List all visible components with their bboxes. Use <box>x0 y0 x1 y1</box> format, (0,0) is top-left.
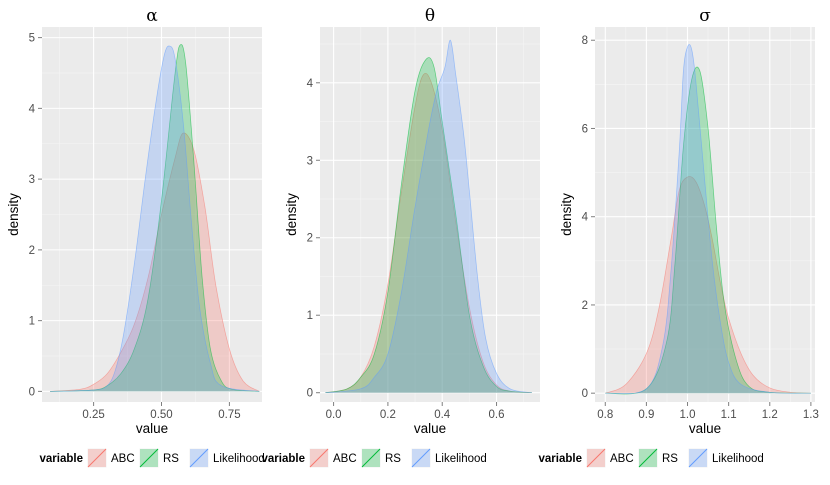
legend: variable ABC RS Likelihood <box>262 447 487 469</box>
legend: variable ABC RS Likelihood <box>539 447 764 469</box>
legend-label: RS <box>385 453 401 465</box>
legend: variable ABC RS Likelihood <box>40 447 265 469</box>
legend-key-likelihood <box>188 447 210 469</box>
legend-key-rs <box>138 447 160 469</box>
density-area-abc <box>605 176 811 394</box>
legend-label: Likelihood <box>213 453 265 465</box>
density-line-likelihood <box>50 45 260 392</box>
panel-2: 0.0 0.2 0.4 0.6 0 1 2 3 4 θ value density variable AB… <box>262 6 540 469</box>
x-tick-label: 1.2 <box>762 409 778 421</box>
density-line-abc <box>325 72 532 394</box>
x-tick-label: 0.75 <box>218 409 240 421</box>
y-tick-label: 3 <box>307 155 313 167</box>
y-tick-label: 4 <box>582 212 589 224</box>
panel-1: 0.25 0.50 0.75 0 1 2 3 4 5 α value density variable A… <box>6 6 265 469</box>
legend-key-abc <box>86 447 108 469</box>
legend-key-rs <box>360 447 382 469</box>
density-line-rs <box>50 44 260 392</box>
legend-key-abc <box>585 447 607 469</box>
x-axis-title: value <box>414 421 446 436</box>
x-tick-label: 0.9 <box>638 409 654 421</box>
y-tick-label: 5 <box>29 33 35 45</box>
density-line-rs <box>605 66 811 395</box>
y-tick-label: 2 <box>582 300 588 312</box>
x-tick-label: 0.25 <box>82 409 104 421</box>
x-axis-title: value <box>689 421 721 436</box>
density-line-likelihood <box>605 44 811 395</box>
y-tick-label: 0 <box>29 386 35 398</box>
y-tick-label: 6 <box>582 123 588 135</box>
density-line-abc <box>50 132 260 392</box>
legend-label: Likelihood <box>712 453 764 465</box>
density-line-rs <box>325 57 532 394</box>
panel-title: θ <box>425 6 435 26</box>
legend-label: RS <box>662 453 678 465</box>
density-area-rs <box>50 44 260 392</box>
legend-key-rs <box>637 447 659 469</box>
legend-label: RS <box>163 453 179 465</box>
density-area-likelihood <box>325 40 532 393</box>
x-tick-label: 1.0 <box>680 409 696 421</box>
legend-key-likelihood <box>410 447 432 469</box>
x-tick-label: 0.0 <box>326 409 342 421</box>
legend-label: ABC <box>610 453 634 465</box>
y-tick-label: 0 <box>582 388 588 400</box>
density-line-likelihood <box>325 39 532 394</box>
y-tick-label: 2 <box>29 245 35 257</box>
plot-background <box>320 27 540 402</box>
legend-key-likelihood <box>687 447 709 469</box>
legend-title: variable <box>539 453 582 465</box>
y-tick-label: 2 <box>307 233 313 245</box>
x-tick-label: 0.6 <box>489 409 505 421</box>
x-tick-label: 1.3 <box>803 409 819 421</box>
plot-background <box>595 27 815 402</box>
legend-label: ABC <box>333 453 357 465</box>
y-tick-label: 3 <box>29 174 35 186</box>
x-tick-label: 0.8 <box>597 409 613 421</box>
y-tick-label: 4 <box>29 103 36 115</box>
legend-key-abc <box>308 447 330 469</box>
density-area-rs <box>325 57 532 393</box>
y-tick-label: 8 <box>582 35 588 47</box>
legend-label: ABC <box>111 453 135 465</box>
panel-title: α <box>146 6 158 26</box>
x-tick-label: 1.1 <box>721 409 737 421</box>
y-tick-label: 4 <box>307 78 314 90</box>
y-tick-label: 1 <box>29 316 35 328</box>
x-tick-label: 0.50 <box>150 409 172 421</box>
legend-title: variable <box>40 453 83 465</box>
y-axis-title: density <box>284 193 299 236</box>
density-line-abc <box>605 176 811 394</box>
density-area-rs <box>605 66 811 395</box>
panel-title: σ <box>699 6 711 26</box>
legend-title: variable <box>262 453 305 465</box>
y-axis-title: density <box>6 193 21 236</box>
x-tick-label: 0.4 <box>434 409 451 421</box>
x-axis-title: value <box>136 421 168 436</box>
density-area-likelihood <box>50 45 260 392</box>
panel-3: 0.8 0.9 1.0 1.1 1.2 1.3 0 2 4 6 8 σ value density vari… <box>539 6 819 469</box>
x-tick-label: 0.2 <box>380 409 396 421</box>
y-tick-label: 0 <box>307 388 313 400</box>
density-area-abc <box>325 73 532 393</box>
y-axis-title: density <box>559 193 574 236</box>
legend-label: Likelihood <box>435 453 487 465</box>
y-tick-label: 1 <box>307 310 313 322</box>
